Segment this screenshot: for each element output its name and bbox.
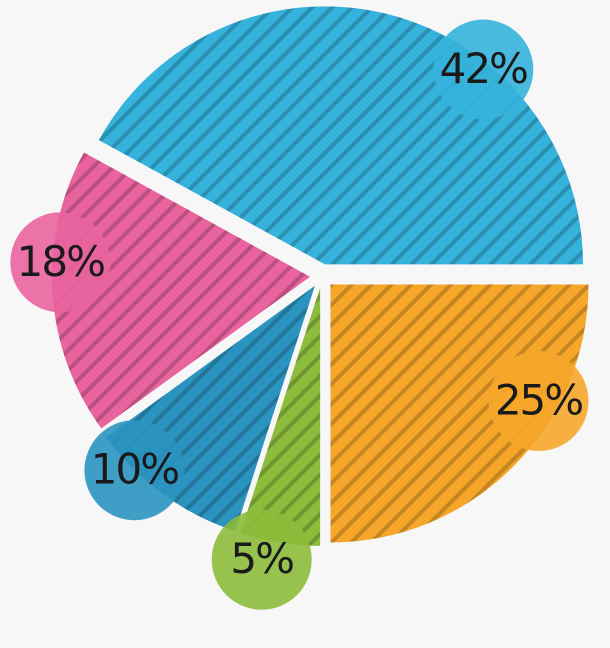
slice-hatch [240,287,321,546]
label-bubble [10,212,111,313]
value-label: 5% [230,534,293,583]
value-label: 10% [91,445,178,494]
value-label: 25% [495,376,582,425]
slice-hatch [52,152,311,429]
value-label: 18% [17,237,104,286]
slice-hatch [330,284,589,543]
label-bubble [433,19,534,120]
label-bubble [488,351,589,451]
label-bubble [211,509,312,610]
label-bubble [84,420,185,521]
value-label: 42% [440,44,527,93]
